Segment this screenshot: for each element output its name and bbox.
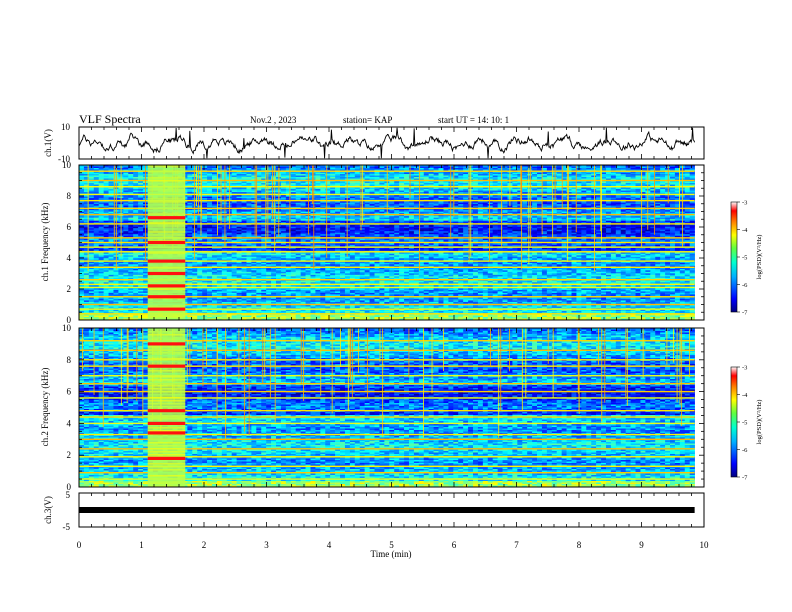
start-time-label: start UT = 14: 10: 1	[438, 115, 509, 125]
ch1-ytick-top: 10	[61, 122, 71, 132]
figure-date: Nov.2 , 2023	[250, 115, 297, 125]
ch1-ylabel: ch.1(V)	[43, 129, 53, 157]
figure-title: VLF Spectra	[79, 112, 141, 126]
ch1-spectrogram-image	[79, 165, 695, 320]
station-label: station= KAP	[343, 115, 392, 125]
ch1-waveform-panel: 10 -10 ch.1(V)	[43, 122, 704, 164]
